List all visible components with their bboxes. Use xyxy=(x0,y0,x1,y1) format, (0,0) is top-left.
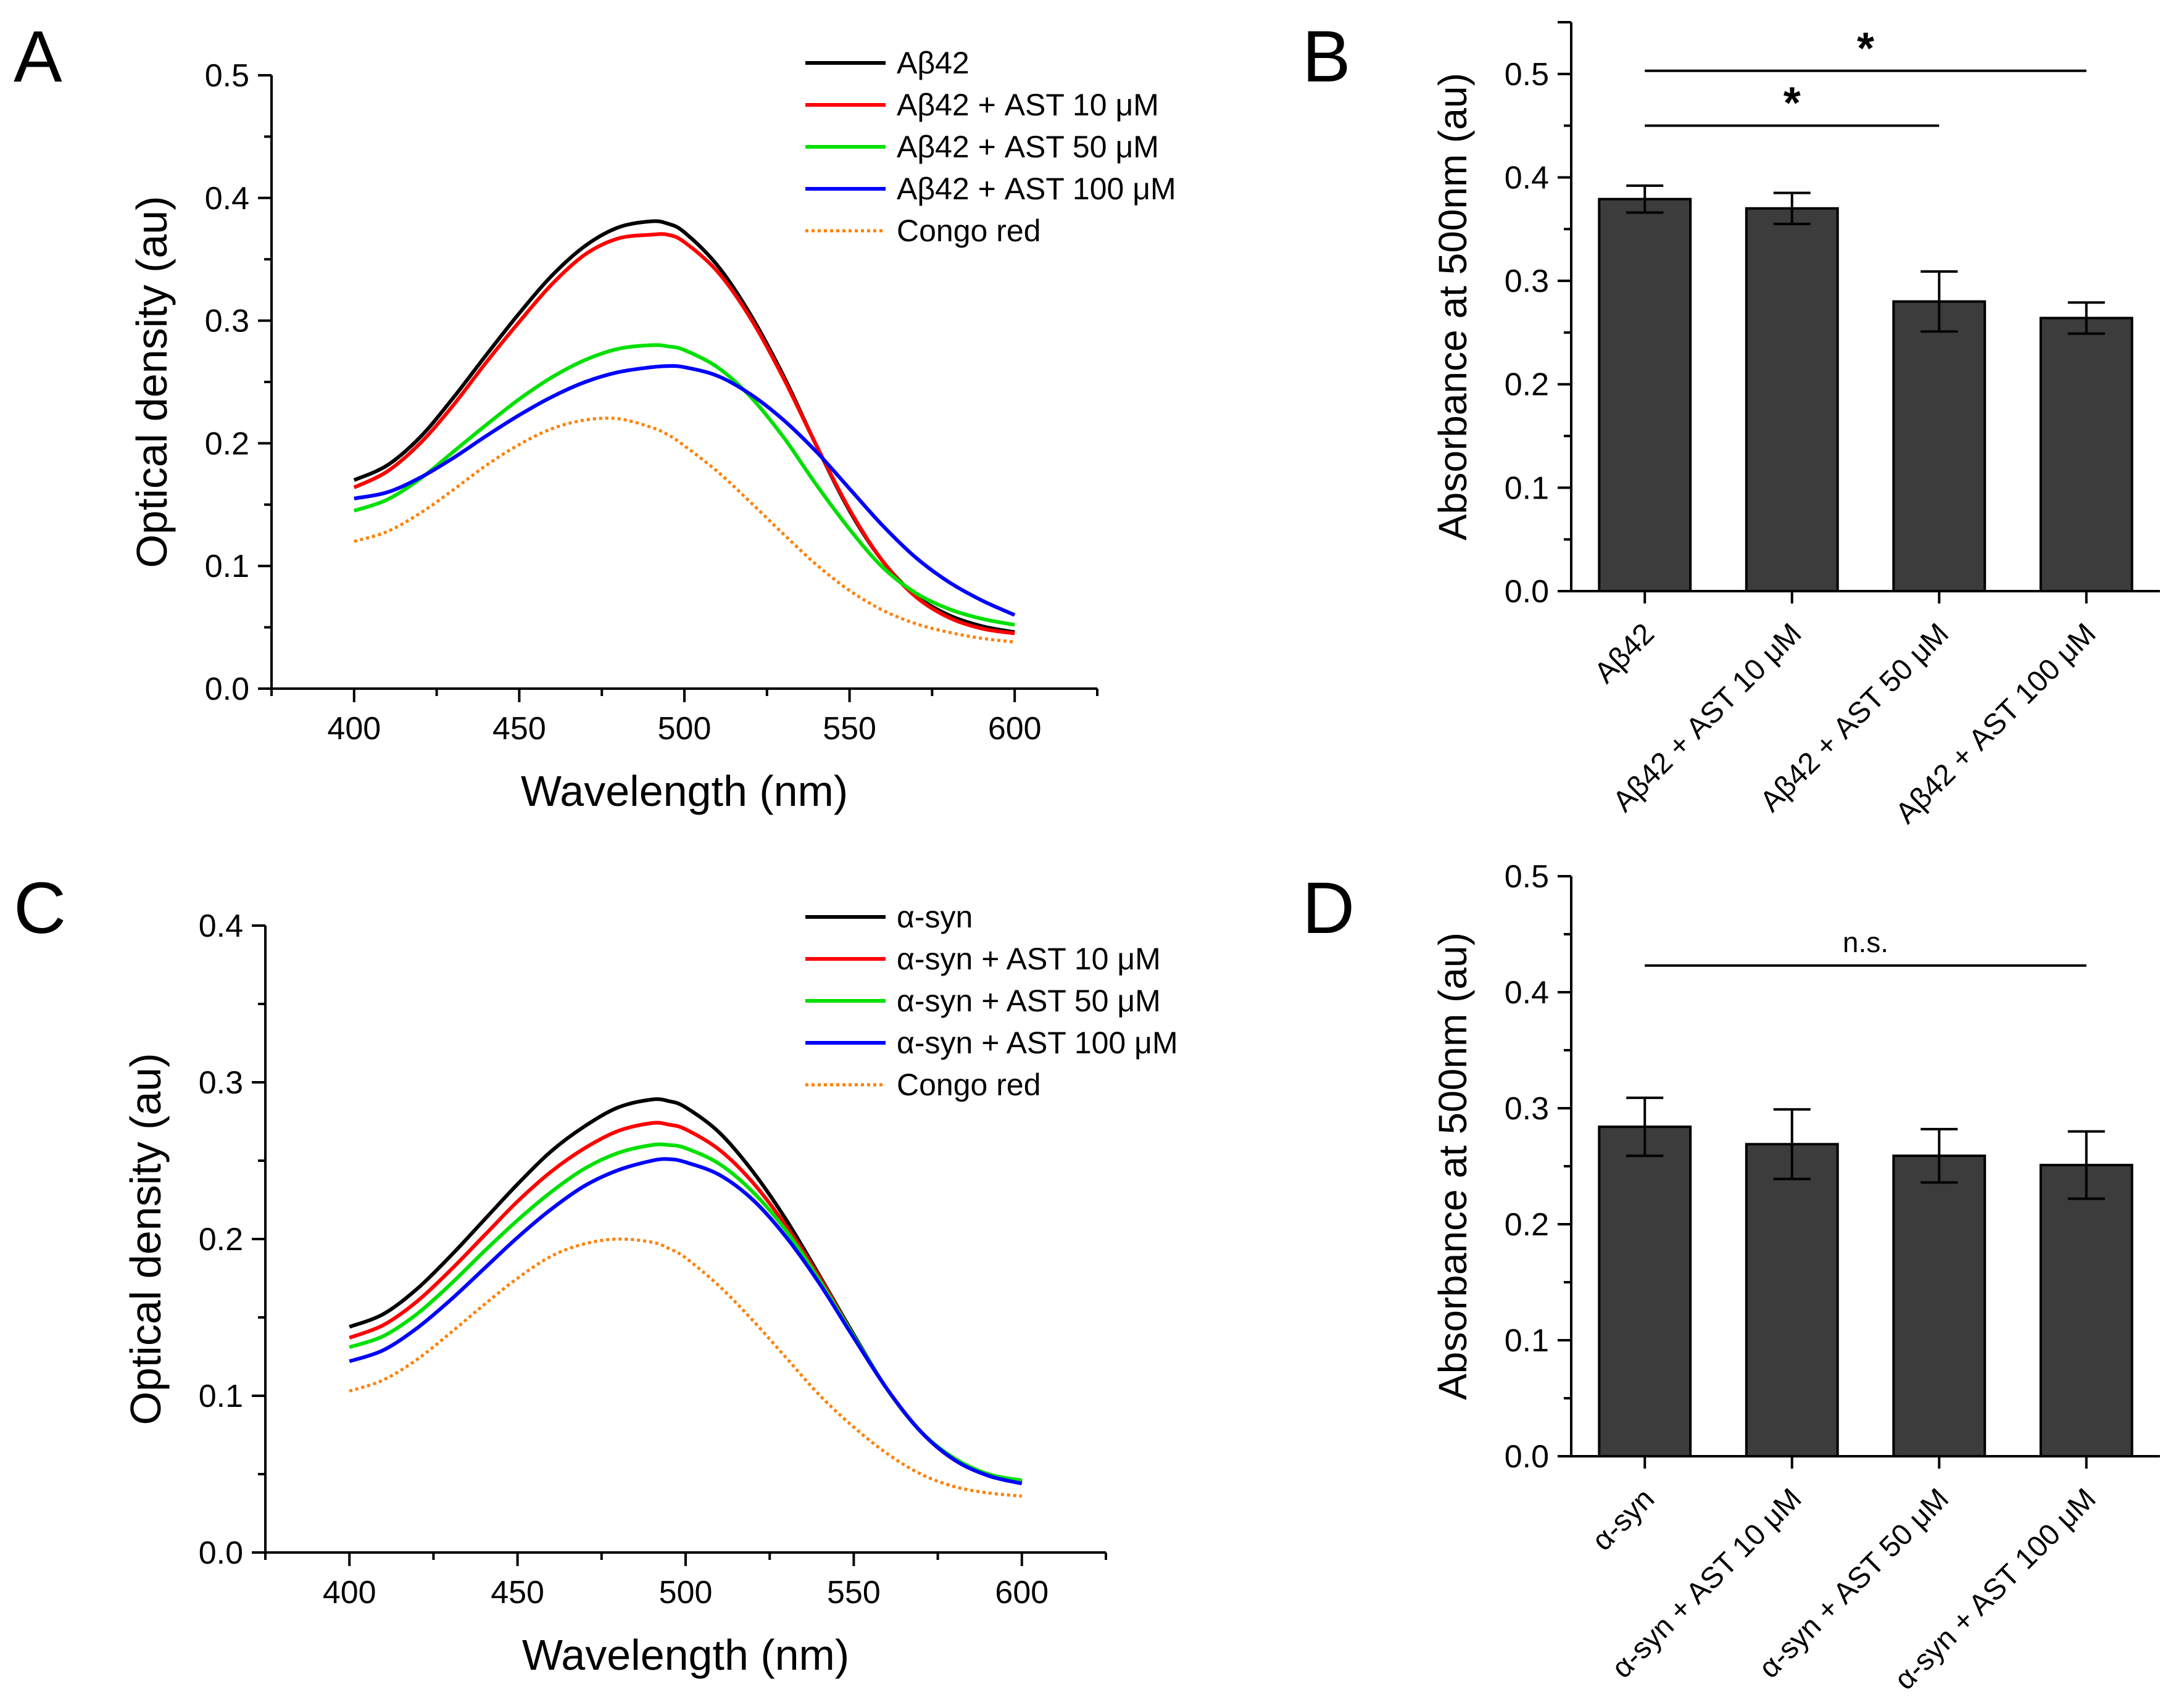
y-tick-label: 0.0 xyxy=(205,671,249,707)
y-tick-label: 0.3 xyxy=(1505,1091,1549,1127)
bar-2 xyxy=(1892,1155,1987,1457)
x-tick-label: 500 xyxy=(658,711,712,747)
legend-label-0: Aβ42 xyxy=(897,46,970,80)
y-tick-label: 0.0 xyxy=(199,1535,243,1571)
y-tick-label: 0.2 xyxy=(1505,367,1549,403)
legend-label-3: Aβ42 + AST 100 μM xyxy=(897,172,1176,206)
y-tick-label: 0.5 xyxy=(1505,859,1549,895)
y-tick-label: 0.2 xyxy=(199,1222,243,1258)
legend-label-4: Congo red xyxy=(897,214,1041,248)
series-line-1 xyxy=(353,232,1015,636)
y-axis-title: Optical density (au) xyxy=(128,196,176,568)
y-tick-label: 0.4 xyxy=(1505,160,1549,196)
legend-label-4: Congo red xyxy=(897,1068,1041,1102)
y-tick-label: 0.4 xyxy=(205,181,249,217)
x-tick-label: 450 xyxy=(492,711,546,747)
significance-label-0: n.s. xyxy=(1843,926,1888,958)
y-axis-title: Absorbance at 500nm (au) xyxy=(1431,73,1475,541)
x-tick-label: 600 xyxy=(995,1575,1049,1611)
x-tick-label: 450 xyxy=(491,1575,544,1611)
legend-label-1: Aβ42 + AST 10 μM xyxy=(897,88,1159,122)
y-tick-label: 0.5 xyxy=(205,58,249,94)
y-axis-title: Absorbance at 500nm (au) xyxy=(1431,932,1475,1400)
significance-label-1: * xyxy=(1784,79,1801,128)
series-line-2 xyxy=(353,343,1015,627)
y-tick-label: 0.1 xyxy=(199,1378,243,1414)
bar-0 xyxy=(1598,1126,1692,1457)
y-tick-label: 0.1 xyxy=(1505,1323,1549,1359)
panel-c-line-chart: 0.0 0.1 0.2 0.3 0.4 400 450 500 550 600 Wavelength… xyxy=(122,900,1178,1679)
y-tick-label: 0.1 xyxy=(205,549,249,584)
panel-letter-d: D xyxy=(1302,868,1355,949)
y-tick-label: 0.4 xyxy=(199,908,243,944)
bar-3 xyxy=(2039,1164,2133,1457)
bar-1 xyxy=(1745,207,1839,592)
x-tick-label: 600 xyxy=(988,711,1042,747)
panel-letter-a: A xyxy=(14,16,62,97)
x-tick-label: 400 xyxy=(327,711,381,747)
y-tick-label: 0.3 xyxy=(1505,263,1549,299)
x-tick-label: 500 xyxy=(659,1575,713,1611)
series-line-4 xyxy=(354,417,1015,644)
y-tick-label: 0.1 xyxy=(1505,470,1549,506)
x-axis-title: Wavelength (nm) xyxy=(521,767,848,815)
legend-label-3: α-syn + AST 100 μM xyxy=(897,1026,1178,1060)
legend-label-0: α-syn xyxy=(897,900,973,934)
y-tick-label: 0.4 xyxy=(1505,975,1549,1011)
bar-0 xyxy=(1598,197,1692,592)
series-line-4 xyxy=(349,1237,1023,1498)
x-tick-label: 550 xyxy=(823,711,876,747)
x-tick-label: 400 xyxy=(323,1575,376,1611)
y-axis-title: Optical density (au) xyxy=(122,1053,170,1425)
series-line-3 xyxy=(354,364,1016,617)
bar-2 xyxy=(1892,300,1987,592)
y-tick-label: 0.5 xyxy=(1505,57,1549,93)
panel-letter-c: C xyxy=(14,868,66,949)
y-tick-label: 0.3 xyxy=(199,1065,243,1101)
y-tick-label: 0.3 xyxy=(205,304,249,339)
bar-1 xyxy=(1745,1143,1839,1458)
legend-label-2: Aβ42 + AST 50 μM xyxy=(897,130,1159,164)
y-tick-label: 0.2 xyxy=(205,426,249,462)
y-tick-label: 0.0 xyxy=(1505,574,1549,610)
series-line-3 xyxy=(349,1157,1023,1486)
bar-3 xyxy=(2039,317,2133,592)
legend-label-2: α-syn + AST 50 μM xyxy=(897,984,1161,1018)
y-tick-label: 0.2 xyxy=(1505,1207,1549,1243)
panel-letter-b: B xyxy=(1302,16,1351,97)
x-tick-label: 550 xyxy=(827,1575,881,1611)
panel-a-line-chart: 0.0 0.1 0.2 0.3 0.4 0.5 400 450 500 550 600 Wavelen… xyxy=(128,46,1176,815)
significance-label-0: * xyxy=(1857,24,1874,73)
y-tick-label: 0.0 xyxy=(1505,1439,1549,1475)
x-axis-title: Wavelength (nm) xyxy=(522,1631,849,1679)
legend-label-1: α-syn + AST 10 μM xyxy=(897,942,1161,976)
